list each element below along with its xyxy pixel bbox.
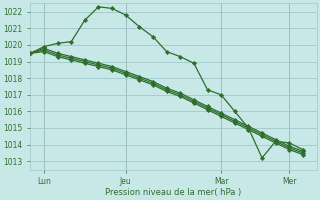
X-axis label: Pression niveau de la mer( hPa ): Pression niveau de la mer( hPa ) <box>105 188 242 197</box>
